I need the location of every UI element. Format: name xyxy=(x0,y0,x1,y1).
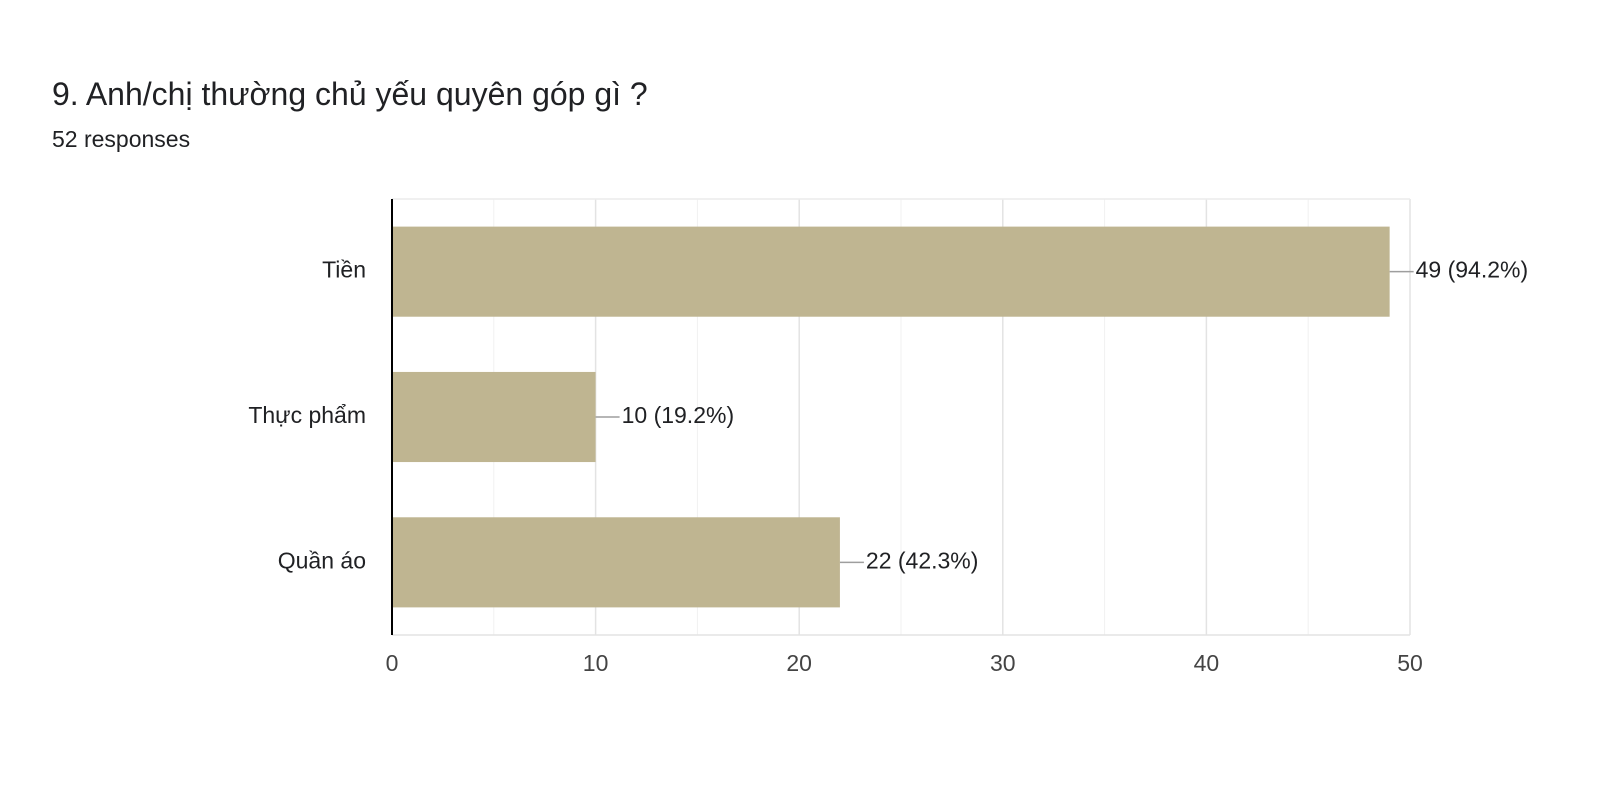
x-tick-label: 50 xyxy=(1397,650,1423,676)
category-label: Quần áo xyxy=(278,547,366,573)
x-tick-labels: 0 10 20 30 40 50 xyxy=(386,650,1423,676)
x-tick-label: 40 xyxy=(1194,650,1220,676)
bar-0 xyxy=(392,226,1390,317)
x-tick-label: 0 xyxy=(386,650,399,676)
bars xyxy=(392,226,1390,608)
x-tick-label: 30 xyxy=(990,650,1016,676)
response-count: 52 responses xyxy=(52,126,191,152)
question-title: 9. Anh/chị thường chủ yếu quyên góp gì ? xyxy=(52,76,648,112)
category-labels: Tiền Thực phẩm Quần áo xyxy=(248,257,366,574)
data-labels: 49 (94.2%) 10 (19.2%) 22 (42.3%) xyxy=(595,257,1529,573)
x-tick-label: 20 xyxy=(786,650,812,676)
x-tick-label: 10 xyxy=(583,650,609,676)
bar-1 xyxy=(392,371,596,463)
data-label: 22 (42.3%) xyxy=(866,547,979,573)
data-label: 49 (94.2%) xyxy=(1416,257,1529,283)
category-label: Thực phẩm xyxy=(248,402,366,428)
category-label: Tiền xyxy=(322,257,366,283)
data-label: 10 (19.2%) xyxy=(622,402,735,428)
bar-2 xyxy=(392,517,840,608)
